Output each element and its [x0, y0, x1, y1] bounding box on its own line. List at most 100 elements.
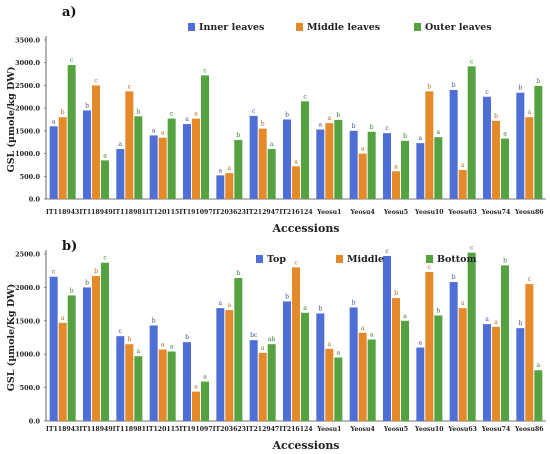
bar	[334, 357, 343, 421]
significance-letter: b	[185, 334, 189, 341]
bar	[92, 85, 100, 199]
bar	[283, 301, 291, 421]
significance-letter: a	[361, 325, 365, 332]
bar	[334, 119, 343, 199]
significance-letter: b	[336, 112, 340, 119]
y-tick-label: 3500.0	[15, 37, 40, 45]
legend-swatch	[336, 255, 343, 263]
bar	[192, 391, 200, 421]
bar	[125, 91, 134, 199]
significance-letter: b	[136, 108, 140, 115]
legend-swatch	[426, 255, 433, 263]
bar	[492, 120, 500, 199]
bar	[58, 322, 67, 421]
y-tick-label: 500.0	[20, 173, 41, 181]
significance-letter: a	[537, 362, 541, 369]
y-axis-label: GSL (µmole/kg DW)	[6, 67, 17, 173]
x-tick-label: Yeosu74	[481, 426, 511, 433]
bar	[83, 287, 91, 421]
x-axis-label: Accessions	[271, 222, 339, 235]
bar	[449, 282, 458, 421]
bar	[67, 295, 76, 421]
significance-letter: c	[470, 58, 474, 65]
x-tick-label: IT120115	[146, 209, 179, 216]
significance-letter: a	[161, 130, 165, 137]
significance-letter: a	[119, 141, 123, 148]
bar	[201, 75, 209, 199]
bar	[49, 276, 58, 421]
y-tick-label: 1500.0	[15, 127, 40, 135]
significance-letter: a	[103, 152, 107, 159]
y-axis-label: GSL (µmole/Kg DW)	[6, 284, 17, 392]
significance-letter: b	[452, 82, 456, 89]
chart-panel-1: 0.0 500.0 1000.0 1500.0 2000.0 2500.0 3000.0 35…	[6, 5, 546, 235]
significance-letter: a	[194, 111, 198, 118]
x-tick-label: Yeosu4	[350, 209, 376, 216]
significance-letter: b	[61, 109, 65, 116]
bar	[316, 313, 325, 421]
significance-letter: b	[536, 78, 540, 85]
significance-letter: b	[85, 102, 89, 109]
significance-letter: b	[261, 121, 265, 128]
significance-letter: a	[419, 135, 423, 142]
y-tick-label: 3000.0	[15, 59, 40, 67]
x-tick-label: Yeosu10	[414, 209, 444, 216]
significance-letter: b	[318, 305, 322, 312]
x-tick-label: IT118949	[79, 209, 112, 216]
significance-letter: c	[103, 255, 107, 262]
bar	[501, 265, 509, 421]
x-tick-label: IT203623	[213, 209, 246, 216]
y-tick-label: 2000.0	[15, 105, 40, 113]
bar	[92, 276, 100, 421]
bar	[501, 138, 509, 199]
significance-letter: c	[385, 125, 389, 132]
x-tick-label: IT212947	[246, 426, 279, 433]
significance-letter: c	[94, 77, 98, 84]
bar	[458, 308, 467, 421]
x-tick-label: Yeosu63	[447, 209, 477, 216]
significance-letter: b	[152, 317, 156, 324]
y-tick-label: 500.0	[20, 384, 41, 392]
bar	[234, 278, 243, 421]
significance-letter: c	[294, 259, 298, 266]
panel-label: b)	[62, 239, 77, 254]
significance-letter: b	[436, 307, 440, 314]
x-tick-label: Yeosu5	[383, 426, 408, 433]
significance-letter: c	[428, 264, 432, 271]
significance-letter: a	[461, 300, 465, 307]
significance-letter: a	[261, 345, 265, 352]
x-tick-label: Yeosu10	[414, 426, 444, 433]
significance-letter: b	[518, 320, 522, 327]
bar	[392, 171, 400, 199]
bar	[434, 137, 443, 199]
y-tick-label: 2500.0	[15, 251, 40, 259]
x-tick-label: Yeosu63	[447, 426, 477, 433]
bar	[401, 140, 409, 199]
y-tick-label: 1500.0	[15, 317, 40, 325]
significance-letter: a	[219, 300, 223, 307]
bar	[316, 129, 325, 199]
x-tick-label: Yeosu86	[514, 209, 544, 216]
significance-letter: c	[303, 93, 307, 100]
bar	[267, 344, 276, 421]
significance-letter: c	[128, 83, 132, 90]
significance-letter: a	[52, 118, 56, 125]
significance-letter: b	[427, 83, 431, 90]
significance-letter: a	[61, 315, 65, 322]
significance-letter: a	[485, 316, 489, 323]
significance-letter: a	[219, 167, 223, 174]
legend-swatch	[296, 23, 303, 31]
significance-letter: b	[70, 287, 74, 294]
significance-letter: b	[352, 299, 356, 306]
bar	[192, 118, 200, 199]
significance-letter: a	[503, 131, 507, 138]
bar	[183, 124, 191, 199]
significance-letter: bc	[250, 332, 258, 339]
y-tick-label: 1000.0	[15, 150, 40, 158]
significance-letter: b	[503, 257, 507, 264]
significance-letter: a	[394, 163, 398, 170]
bar	[125, 344, 134, 421]
significance-letter: c	[70, 57, 74, 64]
significance-letter: b	[370, 124, 374, 131]
legend-swatch	[256, 255, 263, 263]
